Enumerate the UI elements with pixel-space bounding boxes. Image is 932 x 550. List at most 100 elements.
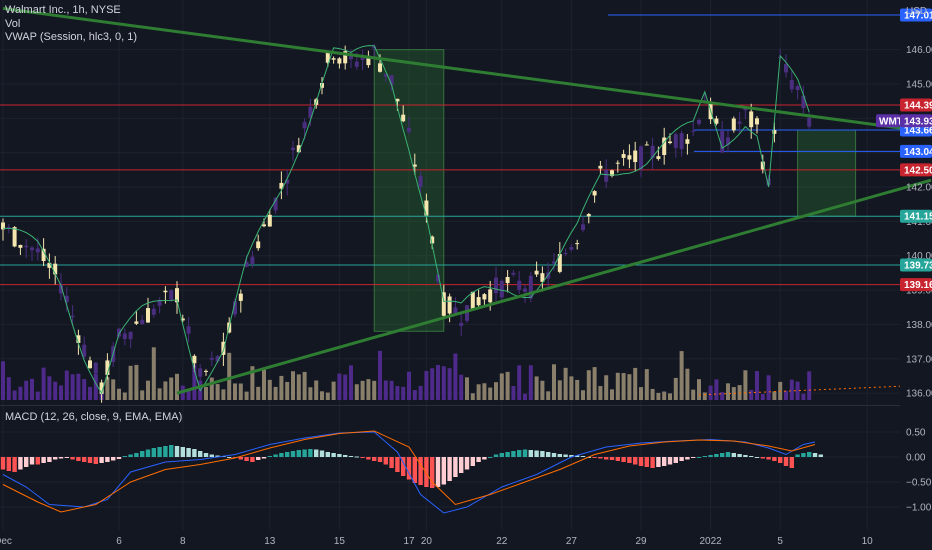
time-tick-label: 27 [566,536,578,547]
macd-histogram-bar [766,457,771,460]
time-tick-label: 5 [777,536,783,547]
candle-body [673,134,678,148]
volume-bar [285,381,290,400]
volume-bar [215,384,220,400]
macd-histogram-bar [290,451,296,457]
macd-histogram-bar [627,457,632,463]
candle-body [656,156,661,159]
macd-histogram-bar [737,454,742,457]
candle-body [563,253,568,255]
volume-bar [639,387,643,400]
volume-bar [111,379,116,400]
trendlines [2,6,932,396]
volume-bar [772,391,777,400]
time-tick-label: 15 [334,536,346,547]
candle-body [279,182,284,189]
candle-body [320,82,324,88]
axis-labels: 136.00137.00138.00139.00140.00141.00142.… [0,8,932,547]
candle-body [349,53,353,60]
macd-histogram-bar [111,457,116,461]
volume-bar [412,390,417,400]
volume-bar [766,375,771,400]
ticker-symbol-tag [876,114,900,128]
level-tag [900,209,932,223]
volume-bar [88,386,92,400]
volume-bar [238,383,243,400]
candle-body [204,370,208,372]
macd-histogram-bar [795,454,800,457]
symbol-legend[interactable]: Walmart Inc., 1h, NYSE [5,4,121,16]
volume-bar [308,387,313,400]
volume-bar [807,371,812,400]
macd-histogram-bar [691,457,696,458]
macd-histogram-bar [64,457,69,458]
candle-body [30,247,34,251]
volume-bar [146,380,150,400]
volume-bar [557,380,562,400]
macd-histogram-bar [273,454,278,457]
candle-body [53,263,58,275]
volume-legend[interactable]: Vol [5,18,21,30]
candle-body [337,58,342,64]
ticker-price-label: 143.93 [904,116,932,127]
vwap-legend[interactable]: VWAP (Session, hlc3, 0, 1) [5,31,138,43]
macd-histogram-bar [517,450,522,457]
macd-histogram-bar [412,457,417,483]
volume-bar [505,371,510,400]
macd-histogram-bar [128,454,133,457]
volume-bar [209,377,214,400]
candle-body [795,85,800,90]
macd-histogram-bar [186,448,191,457]
candle-body [499,280,504,298]
volume-bar [163,381,168,400]
volume-bar [296,374,301,400]
ticker-symbol-label: WMT [879,116,903,127]
macd-histogram-bar [511,451,516,457]
volume-bar [470,393,475,400]
candle-body [99,382,104,394]
macd-histogram-bar [749,456,754,457]
candle-body [453,307,458,314]
volume-bar [354,384,359,400]
volume-bar [755,371,759,400]
volume-bar [233,383,237,400]
macd-legend[interactable]: MACD (12, 26, close, 9, EMA, EMA) [5,411,183,423]
price-tick-label: 145.00 [906,80,932,91]
candle-body [726,137,730,145]
macd-histogram-bar [754,457,760,458]
candle-body [267,214,272,227]
macd-histogram-bar [12,457,17,472]
macd-histogram-bar [609,457,615,460]
macd-histogram-bar [430,457,435,488]
volume-bar [627,374,632,400]
volume-bar [546,391,551,400]
macd-histogram-bar [198,451,203,457]
macd-histogram-bar [569,455,574,457]
volume-bar [395,386,400,400]
volume-bar [157,388,162,400]
candle-body [221,341,226,355]
macd-histogram-bar [546,452,551,457]
macd-histogram-bar [743,455,748,457]
macd-histogram-bar [348,456,354,457]
candle-body [128,331,133,340]
volume-bar [795,381,800,400]
candle-body [789,80,794,90]
level-tag [900,98,932,112]
macd-histogram-bar [725,452,731,457]
macd-histogram-bar [366,457,371,460]
candle-body [256,241,261,249]
candle-body [639,146,643,170]
candle-body [604,170,609,182]
vwap-line [2,45,810,395]
candle-body [140,319,145,325]
macd-histogram-bar [93,457,98,464]
macd-histogram-bar [319,450,325,457]
volume-bar [656,392,661,400]
volume-bar [378,350,382,400]
macd-histogram-bar [372,457,377,461]
volume-bar [320,391,324,400]
macd-histogram-bar [308,449,313,457]
volume-bar [122,392,127,400]
